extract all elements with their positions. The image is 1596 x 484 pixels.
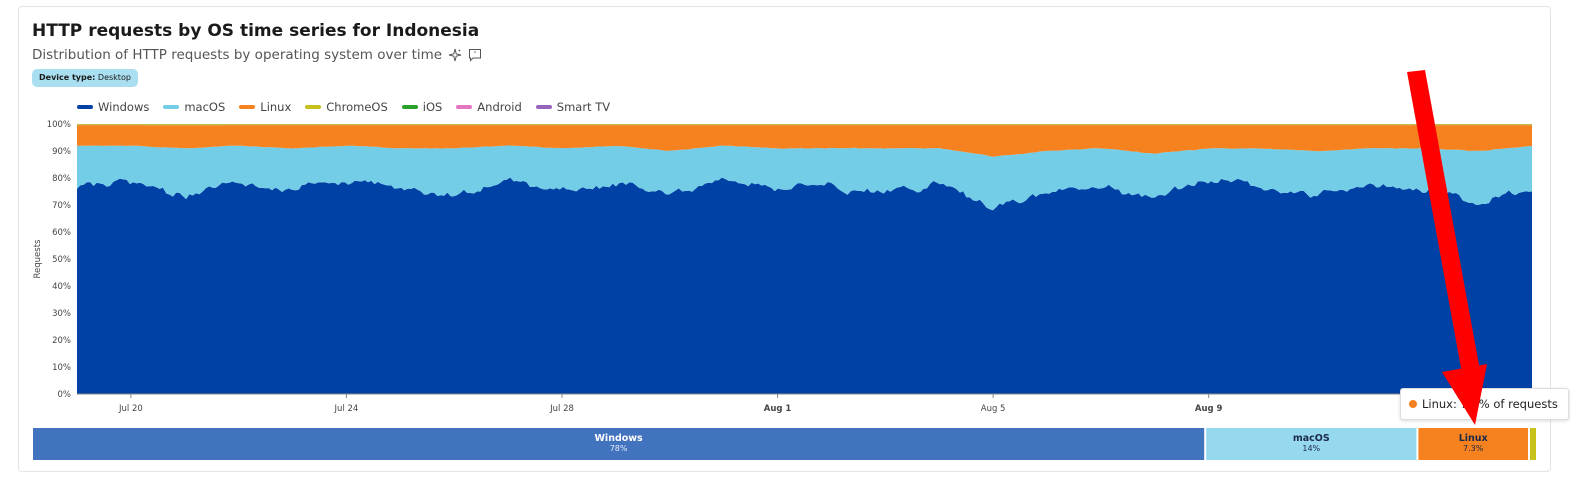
summary-segment-value: 78% [610, 444, 628, 453]
legend-item-windows[interactable]: Windows [77, 100, 149, 114]
area-macos [77, 145, 1532, 211]
legend-label: Linux [260, 100, 292, 114]
summary-segment-label: macOS [1293, 433, 1330, 444]
area-windows [77, 177, 1532, 394]
y-tick-label: 80% [52, 174, 71, 184]
y-tick-label: 50% [52, 255, 71, 265]
legend-swatch [163, 105, 180, 109]
chart-legend: Windows macOS Linux ChromeOS iOS Android Smart… [77, 99, 624, 115]
legend-item-android[interactable]: Android [456, 100, 522, 114]
summary-segment-chromeos [1530, 428, 1536, 460]
area-chromeos [77, 124, 1532, 126]
x-tick-label: Aug 5 [981, 404, 1006, 414]
x-tick-label: Jul 28 [549, 404, 574, 414]
y-tick-label: 60% [52, 228, 71, 238]
comment-icon[interactable]: ” [468, 48, 482, 62]
legend-label: ChromeOS [326, 100, 388, 114]
svg-text:”: ” [474, 51, 477, 58]
y-tick-label: 100% [47, 120, 71, 130]
legend-swatch [305, 105, 322, 109]
tooltip-text: Linux: 7.3% of requests [1422, 397, 1558, 411]
x-tick-label: Jul 20 [118, 404, 143, 414]
device-type-badge[interactable]: Device type: Desktop [32, 69, 138, 87]
legend-swatch [535, 105, 552, 109]
y-tick-label: 40% [52, 282, 71, 292]
chart-subtitle: Distribution of HTTP requests by operati… [32, 47, 482, 63]
legend-item-macos[interactable]: macOS [163, 100, 225, 114]
summary-segment-windows [33, 428, 1205, 460]
legend-label: Android [477, 100, 522, 114]
legend-item-ios[interactable]: iOS [401, 100, 443, 114]
y-tick-label: 20% [52, 336, 71, 346]
legend-swatch [401, 105, 418, 109]
summary-segment-label: Linux [1459, 433, 1488, 444]
legend-label: Smart TV [556, 100, 611, 114]
stacked-areas [77, 124, 1532, 394]
y-tick-label: 30% [52, 309, 71, 319]
x-tick-label: Jul 24 [334, 404, 359, 414]
area-linux [77, 125, 1532, 157]
summary-segment-linux [1418, 428, 1528, 460]
y-tick-label: 10% [52, 363, 71, 373]
legend-item-smart-tv[interactable]: Smart TV [535, 100, 611, 114]
summary-segment-value: 14% [1302, 444, 1320, 453]
summary-segment-label: Windows [594, 433, 643, 444]
legend-label: macOS [184, 100, 226, 114]
legend-item-chromeos[interactable]: ChromeOS [305, 100, 388, 114]
legend-swatch [239, 105, 256, 109]
y-tick-label: 90% [52, 147, 71, 157]
legend-label: iOS [422, 100, 443, 114]
legend-label: Windows [98, 100, 150, 114]
legend-swatch [456, 105, 473, 109]
summary-segment-value: 7.3% [1463, 444, 1484, 453]
badge-key: Device type: [39, 73, 96, 82]
chart-tooltip: Linux: 7.3% of requests [1400, 388, 1569, 420]
x-tick-label: Aug 1 [764, 404, 792, 414]
y-tick-label: 70% [52, 201, 71, 211]
legend-swatch [77, 105, 93, 109]
x-tick-label: Aug 9 [1195, 404, 1223, 414]
sparkle-icon[interactable] [448, 48, 462, 62]
summary-segment-macos [1206, 428, 1417, 460]
subtitle-text: Distribution of HTTP requests by operati… [32, 47, 443, 63]
tooltip-series-dot [1409, 400, 1417, 408]
legend-item-linux[interactable]: Linux [239, 100, 291, 114]
chart-title: HTTP requests by OS time series for Indo… [32, 21, 480, 41]
y-axis-label: Requests [33, 239, 43, 279]
badge-value: Desktop [97, 73, 131, 82]
y-tick-label: 0% [58, 390, 72, 400]
